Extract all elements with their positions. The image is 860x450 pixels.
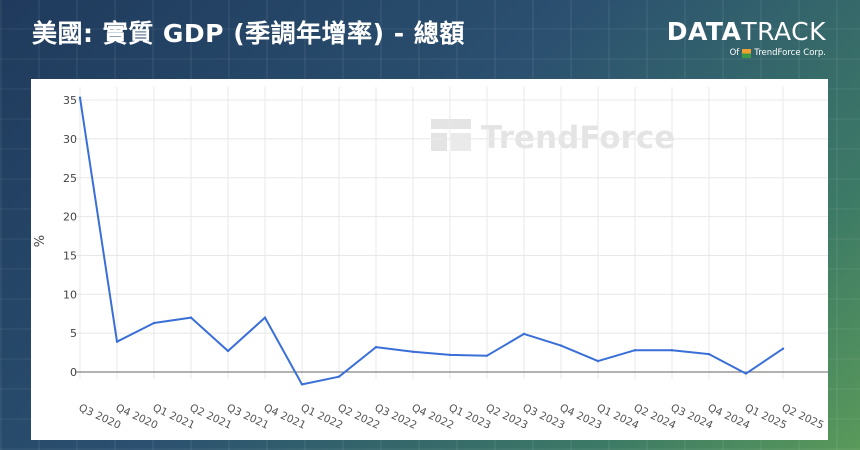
page-title: 美國: 實質 GDP (季調年增率) - 總額 [32,19,465,48]
data-point [670,349,674,352]
y-tick-label: 30 [63,133,77,146]
data-point [781,347,785,350]
chart-panel: TrendForce 0 5 10 15 20 25 30 35 Q3 2020 Q4 2020 Q… [31,79,828,440]
data-point [596,359,600,363]
data-point [337,375,341,378]
data-point [411,350,415,353]
y-tick-label: 25 [63,172,77,185]
brand-wordmark-light: TRACK [741,17,826,46]
data-point [485,354,489,357]
series-layer [78,96,785,386]
series-line [79,97,784,386]
brand-corp-text: TrendForce Corp. [754,48,826,58]
data-point [744,372,748,375]
y-tick-label: 5 [70,327,77,340]
brand-logo: DATATRACK Of TrendForce Corp. [667,18,826,59]
brand-subline: Of TrendForce Corp. [667,48,826,58]
data-point [707,352,711,356]
y-axis-label: % [33,235,48,247]
watermark-icon-right [451,133,471,151]
trendforce-mini-icon [742,48,752,58]
brand-wordmark-bold: DATA [666,17,742,46]
data-point [559,344,563,347]
watermark-icon-top [431,119,471,129]
data-point [300,383,304,386]
y-tick-label: 15 [63,249,77,262]
watermark-text: TrendForce [481,120,675,156]
data-point [263,316,267,319]
grid-layer [76,87,828,379]
data-point [78,96,82,99]
y-tick-label: 20 [63,211,77,224]
data-point [152,321,156,325]
data-point [522,332,526,336]
data-point [226,349,230,353]
y-tick-label: 0 [70,366,77,379]
y-tick-label: 35 [63,94,77,107]
watermark-icon-left [431,133,447,151]
data-point [115,340,119,343]
data-point [189,316,193,319]
data-point [374,345,378,349]
x-tick-label: Q2 2025 [780,402,826,432]
y-tick-label: 10 [63,288,77,301]
brand-of-text: Of [729,48,740,58]
watermark-logo: TrendForce [431,119,675,156]
brand-wordmark: DATATRACK [667,18,826,46]
data-point [633,349,637,352]
data-point [448,353,452,357]
